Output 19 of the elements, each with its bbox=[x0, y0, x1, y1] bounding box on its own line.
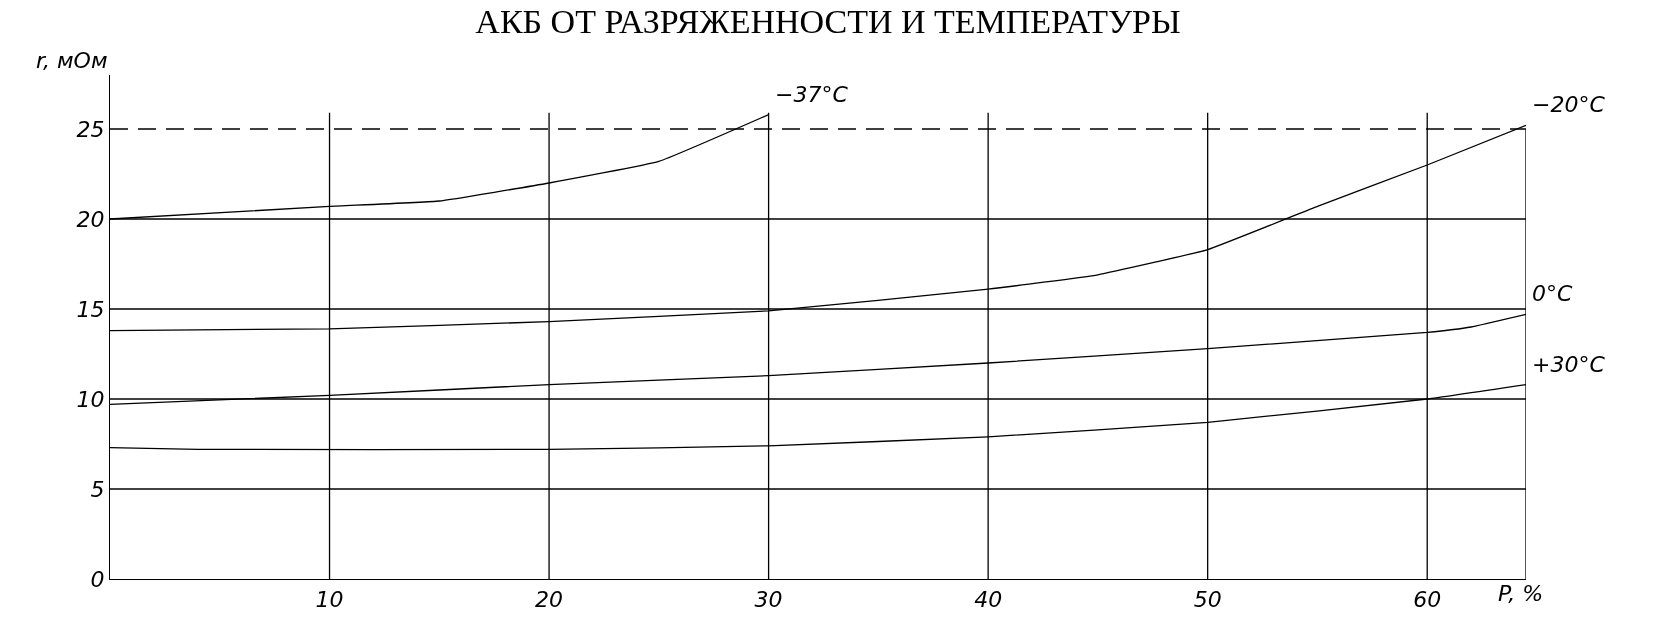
x-tick-label: 50 bbox=[1193, 586, 1222, 612]
series-label: −37°C bbox=[775, 82, 849, 107]
chart-title: АКБ ОТ РАЗРЯЖЕННОСТИ И ТЕМПЕРАТУРЫ bbox=[475, 3, 1181, 41]
series-label: 0°C bbox=[1532, 281, 1573, 306]
x-tick-label: 30 bbox=[754, 586, 783, 612]
y-tick-label: 10 bbox=[76, 386, 105, 412]
y-tick-label: 20 bbox=[76, 206, 105, 232]
y-axis-title: r, мОм bbox=[36, 48, 108, 73]
x-tick-label: 10 bbox=[315, 586, 344, 612]
series-label: +30°C bbox=[1532, 352, 1606, 377]
series-label: −20°C bbox=[1532, 92, 1606, 117]
x-tick-label: 60 bbox=[1413, 586, 1442, 612]
y-tick-label: 5 bbox=[90, 476, 105, 502]
x-tick-label: 20 bbox=[535, 586, 564, 612]
x-tick-label: 40 bbox=[974, 586, 1003, 612]
y-tick-label: 25 bbox=[76, 116, 105, 142]
x-axis-title: P, % bbox=[1498, 581, 1544, 606]
y-tick-label: 0 bbox=[90, 566, 105, 592]
y-tick-label: 15 bbox=[76, 296, 105, 322]
